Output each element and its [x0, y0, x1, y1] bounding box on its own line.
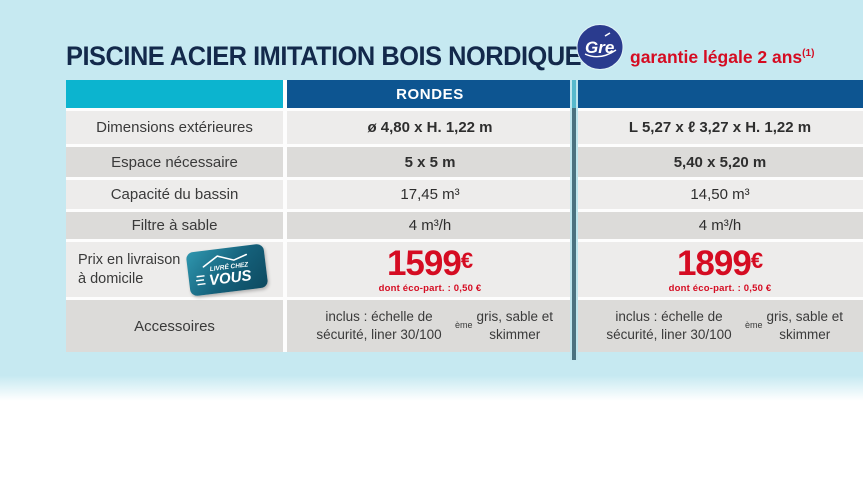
price-right-eco: dont éco-part. : 0,50 €: [668, 282, 772, 294]
row-label-accessoires: Accessoires: [66, 300, 283, 352]
value-filtre-right: 4 m³/h: [577, 212, 863, 239]
row-label-filtre: Filtre à sable: [66, 212, 283, 239]
price-rondes-amount: 1599€: [386, 243, 474, 283]
table-header-empty: [66, 80, 283, 108]
accessoires-right: inclus : échelle de sécurité, liner 30/1…: [577, 300, 863, 352]
price-rondes: 1599€ dont éco-part. : 0,50 €: [287, 242, 573, 297]
gre-logo-text: Gre: [585, 38, 614, 57]
row-label-espace: Espace nécessaire: [66, 147, 283, 177]
livre-chez-vous-badge-icon: LIVRÉ CHEZ VOUS: [185, 242, 269, 297]
svg-text:VOUS: VOUS: [208, 267, 252, 289]
page-title: PISCINE ACIER IMITATION BOIS NORDIQUE: [66, 41, 582, 71]
gre-brand-logo-icon: Gre: [576, 24, 624, 70]
prix-label-text: Prix en livraison à domicile: [78, 252, 181, 287]
table-header-right: [577, 80, 863, 108]
value-capacite-rondes: 17,45 m³: [287, 180, 573, 209]
row-label-dimensions: Dimensions extérieures: [66, 111, 283, 144]
accessoires-rondes: inclus : échelle de sécurité, liner 30/1…: [287, 300, 573, 352]
value-espace-rondes: 5 x 5 m: [287, 147, 573, 177]
row-label-capacite: Capacité du bassin: [66, 180, 283, 209]
value-espace-right: 5,40 x 5,20 m: [577, 147, 863, 177]
euro-sign: €: [750, 247, 764, 273]
value-dimensions-rondes: ø 4,80 x H. 1,22 m: [287, 111, 573, 144]
price-right-amount: 1899€: [676, 243, 764, 283]
price-right: 1899€ dont éco-part. : 0,50 €: [577, 242, 863, 297]
value-dimensions-right: L 5,27 x ℓ 3,27 x H. 1,22 m: [577, 111, 863, 144]
price-rondes-eco: dont éco-part. : 0,50 €: [378, 282, 482, 294]
warranty-text: garantie légale 2 ans(1): [630, 47, 815, 67]
table-header-rondes: RONDES: [287, 80, 573, 108]
row-label-prix: Prix en livraison à domicile LIVRÉ CHEZ V…: [66, 242, 283, 297]
euro-sign: €: [460, 247, 474, 273]
value-filtre-rondes: 4 m³/h: [287, 212, 573, 239]
value-capacite-right: 14,50 m³: [577, 180, 863, 209]
spec-table: RONDES Dimensions extérieures ø 4,80 x H…: [66, 80, 863, 360]
warranty-footnote: (1): [802, 48, 815, 60]
